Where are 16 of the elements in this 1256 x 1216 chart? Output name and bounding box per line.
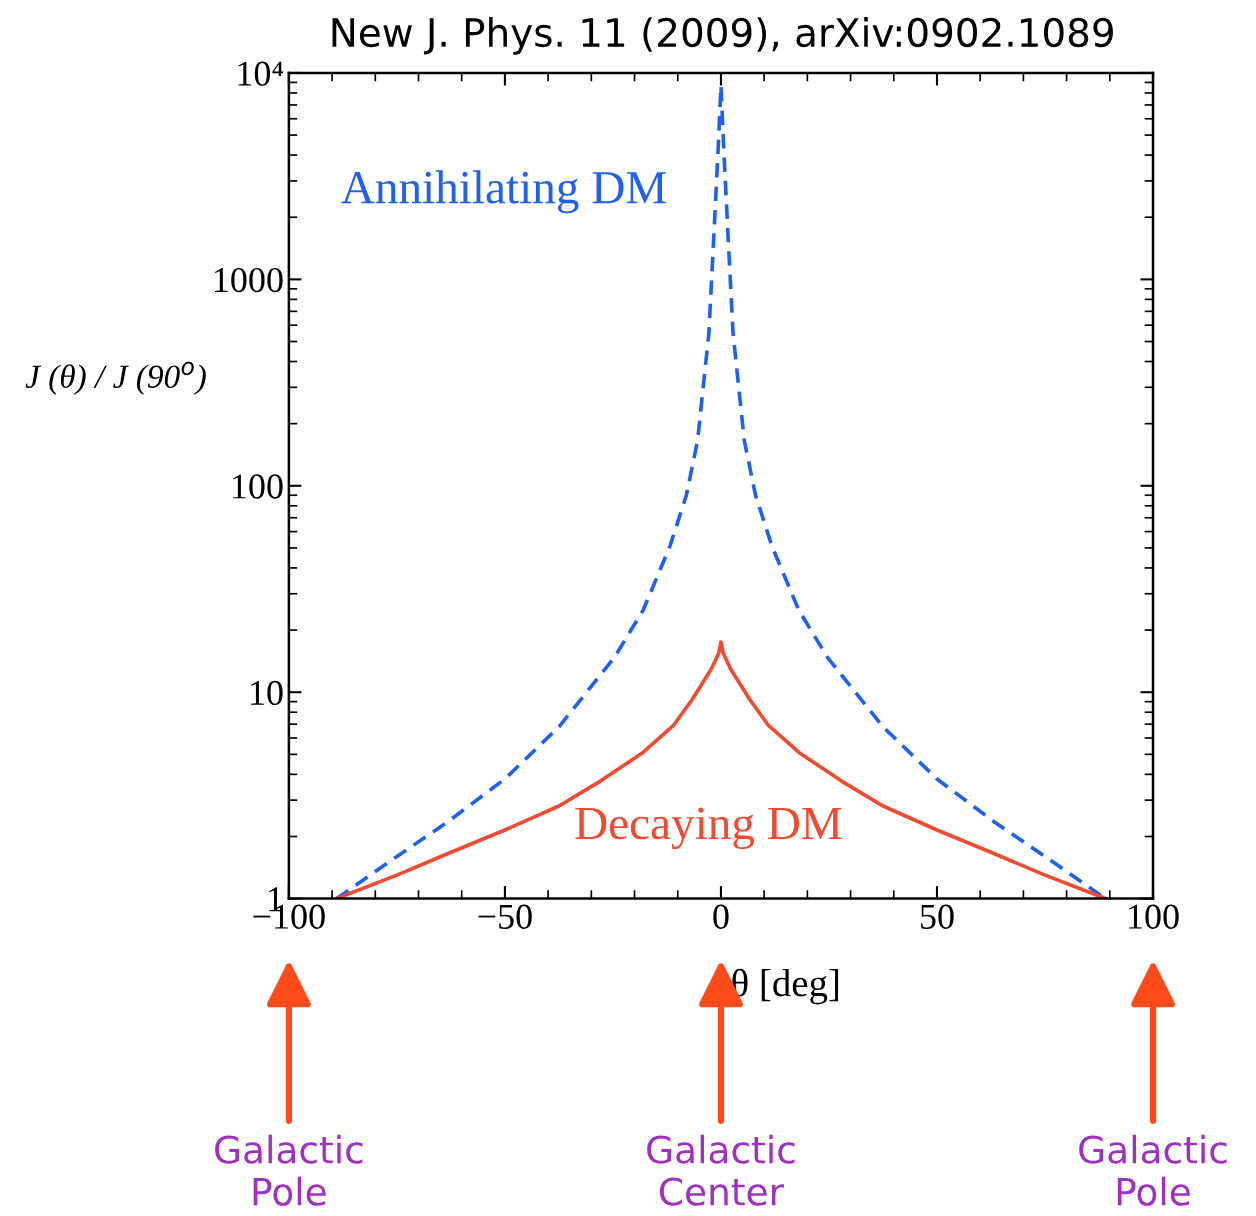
y-tick-label: 10 [251, 680, 283, 706]
x-tick-label: 0 [713, 904, 729, 929]
series-label: Annihilating DM [341, 170, 666, 214]
y-axis-title: J (θ) / J (90$^{o}$) [25, 361, 206, 395]
x-tick-label: 100 [1129, 904, 1179, 929]
text: Galactic Pole [215, 1134, 363, 1206]
line-series [334, 640, 1108, 899]
series-label: Decaying DM [575, 807, 842, 850]
chart-title: New J. Phys. 11 (2009), arXiv:0902.1089 [332, 17, 1113, 55]
y-tick-label: 10⁴ [238, 61, 283, 86]
x-tick-label: 50 [921, 904, 954, 929]
text: Galactic Center [647, 1134, 795, 1206]
y-tick-label: 1000 [214, 267, 283, 293]
y-tick-label: 100 [233, 474, 283, 499]
text: Galactic Pole [1079, 1134, 1227, 1206]
x-tick-label: −50 [478, 904, 532, 929]
